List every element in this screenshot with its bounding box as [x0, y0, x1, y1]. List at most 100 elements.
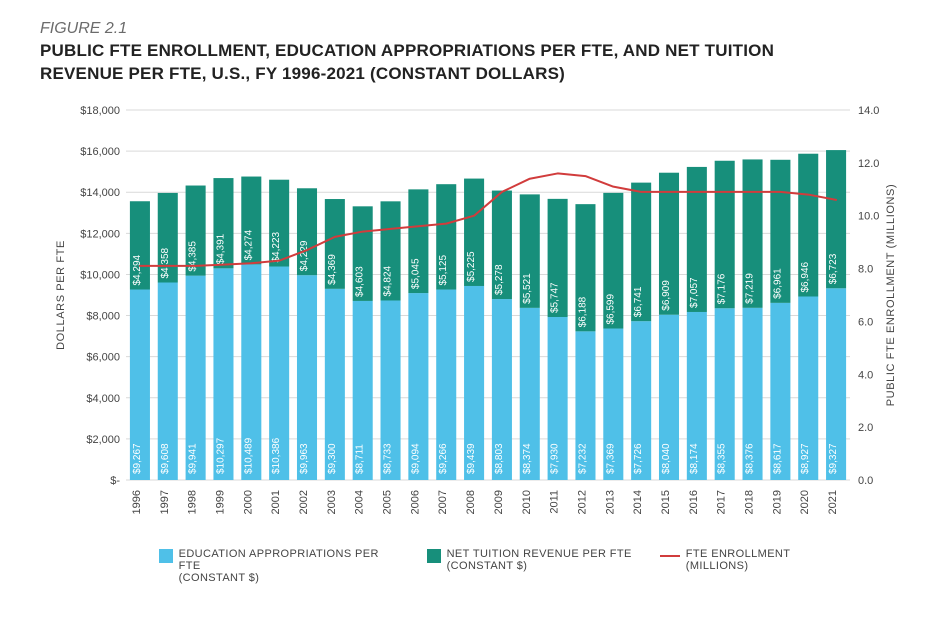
- y-right-tick: 14.0: [858, 105, 879, 117]
- bar-label-tuition: $7,176: [717, 273, 728, 304]
- bar-label-education: $9,439: [466, 443, 477, 474]
- x-tick-label: 1998: [187, 490, 199, 514]
- bar-label-tuition: $4,274: [243, 229, 254, 260]
- x-tick-label: 2013: [604, 490, 616, 514]
- x-tick-label: 1997: [159, 490, 171, 514]
- bar-label-tuition: $4,824: [383, 265, 394, 296]
- legend-label: NET TUITION REVENUE PER FTE (CONSTANT $): [447, 548, 632, 572]
- x-tick-label: 2017: [716, 490, 728, 514]
- bar-label-tuition: $6,946: [800, 261, 811, 292]
- bar-label-education: $8,174: [689, 443, 700, 474]
- x-tick-label: 2014: [632, 490, 644, 514]
- bar-label-education: $8,355: [717, 443, 728, 474]
- bar-label-tuition: $6,723: [828, 253, 839, 284]
- y-left-tick: $4,000: [86, 393, 120, 405]
- bar-label-education: $7,232: [577, 443, 588, 474]
- x-tick-label: 2003: [326, 490, 338, 514]
- bar-label-education: $8,374: [522, 443, 533, 474]
- y-right-tick: 12.0: [858, 158, 879, 170]
- x-tick-label: 2021: [827, 490, 839, 514]
- x-tick-label: 2015: [660, 490, 672, 514]
- y-left-tick: $12,000: [80, 228, 120, 240]
- x-tick-label: 2020: [799, 490, 811, 514]
- x-tick-label: 2016: [688, 490, 700, 514]
- bar-label-tuition: $5,125: [438, 254, 449, 285]
- bar-label-tuition: $5,045: [410, 258, 421, 289]
- bar-label-education: $8,927: [800, 443, 811, 474]
- bar-label-tuition: $4,358: [160, 247, 171, 278]
- y-left-tick: $-: [110, 475, 120, 487]
- figure-title-line2: REVENUE PER FTE, U.S., FY 1996-2021 (CON…: [40, 64, 565, 83]
- bar-label-tuition: $4,294: [132, 254, 143, 285]
- chart-area: $- $2,000 $4,000 $6,000 $8,000 $10,000 $12,000…: [50, 100, 910, 530]
- x-tick-label: 2001: [270, 490, 282, 514]
- bar-label-education: $9,300: [327, 443, 338, 474]
- bar-label-tuition: $4,223: [271, 231, 282, 262]
- y-left-tick: $16,000: [80, 146, 120, 158]
- x-tick-label: 2012: [576, 490, 588, 514]
- figure-label: FIGURE 2.1: [40, 20, 909, 38]
- bar-label-tuition: $6,909: [661, 280, 672, 311]
- bar-label-tuition: $4,385: [188, 241, 199, 272]
- bar-label-tuition: $5,278: [494, 264, 505, 295]
- x-tick-label: 2019: [771, 490, 783, 514]
- bar-label-education: $8,733: [383, 443, 394, 474]
- legend-item-education: EDUCATION APPROPRIATIONS PER FTE (CONSTA…: [159, 548, 399, 584]
- bar-label-education: $10,386: [271, 437, 282, 474]
- x-tick-label: 2000: [242, 490, 254, 514]
- bar-label-education: $8,617: [772, 443, 783, 474]
- bar-label-education: $9,267: [132, 443, 143, 474]
- y-right-tick: 0.0: [858, 475, 873, 487]
- figure-title-line1: PUBLIC FTE ENROLLMENT, EDUCATION APPROPR…: [40, 41, 774, 60]
- figure-container: FIGURE 2.1 PUBLIC FTE ENROLLMENT, EDUCAT…: [0, 0, 934, 625]
- bar-label-education: $9,941: [188, 443, 199, 474]
- bar-label-tuition: $4,391: [215, 233, 226, 264]
- chart-svg: $- $2,000 $4,000 $6,000 $8,000 $10,000 $12,000…: [50, 100, 910, 530]
- bar-label-tuition: $5,521: [522, 273, 533, 304]
- y-left-tick: $14,000: [80, 187, 120, 199]
- x-tick-label: 2006: [409, 490, 421, 514]
- bar-label-tuition: $6,599: [605, 293, 616, 324]
- bar-label-tuition: $7,057: [689, 277, 700, 308]
- bar-label-tuition: $4,369: [327, 254, 338, 285]
- bar-label-education: $7,369: [605, 443, 616, 474]
- x-tick-label: 2018: [744, 490, 756, 514]
- bar-label-tuition: $7,219: [745, 273, 756, 304]
- legend-swatch-line: [660, 555, 680, 557]
- legend-label: EDUCATION APPROPRIATIONS PER FTE (CONSTA…: [179, 548, 399, 584]
- bar-label-tuition: $4,603: [355, 266, 366, 297]
- bar-label-education: $7,726: [633, 443, 644, 474]
- bar-label-tuition: $4,229: [299, 240, 310, 271]
- x-tick-label: 2005: [382, 490, 394, 514]
- x-tick-label: 2009: [493, 490, 505, 514]
- x-tick-label: 2008: [465, 490, 477, 514]
- y-left-tick: $18,000: [80, 105, 120, 117]
- legend-label: FTE ENROLLMENT (MILLIONS): [686, 548, 791, 572]
- legend-swatch-tuition: [427, 549, 441, 563]
- y-right-axis-label: PUBLIC FTE ENROLLMENT (MILLIONS): [885, 184, 897, 407]
- y-right-tick: 6.0: [858, 316, 873, 328]
- y-left-axis-label: DOLLARS PER FTE: [55, 240, 67, 350]
- y-right-tick: 8.0: [858, 263, 873, 275]
- bar-label-education: $8,376: [745, 443, 756, 474]
- bar-label-tuition: $6,188: [577, 296, 588, 327]
- bar-label-education: $9,094: [410, 443, 421, 474]
- bar-label-tuition: $6,741: [633, 286, 644, 317]
- x-tick-label: 1996: [131, 490, 143, 514]
- y-left-tick: $10,000: [80, 269, 120, 281]
- bar-label-education: $9,608: [160, 443, 171, 474]
- legend-swatch-education: [159, 549, 173, 563]
- y-right-tick: 10.0: [858, 211, 879, 223]
- x-tick-label: 2011: [549, 490, 561, 514]
- y-left-tick: $2,000: [86, 434, 120, 446]
- figure-title: PUBLIC FTE ENROLLMENT, EDUCATION APPROPR…: [40, 40, 909, 86]
- y-left-tick: $6,000: [86, 352, 120, 364]
- bar-label-tuition: $5,747: [550, 282, 561, 313]
- bar-label-education: $9,963: [299, 443, 310, 474]
- y-right-tick: 4.0: [858, 369, 873, 381]
- bar-label-education: $10,297: [215, 437, 226, 474]
- y-left-tick: $8,000: [86, 310, 120, 322]
- bar-label-education: $9,266: [438, 443, 449, 474]
- legend-item-fte-line: FTE ENROLLMENT (MILLIONS): [660, 548, 791, 584]
- bar-label-education: $9,327: [828, 443, 839, 474]
